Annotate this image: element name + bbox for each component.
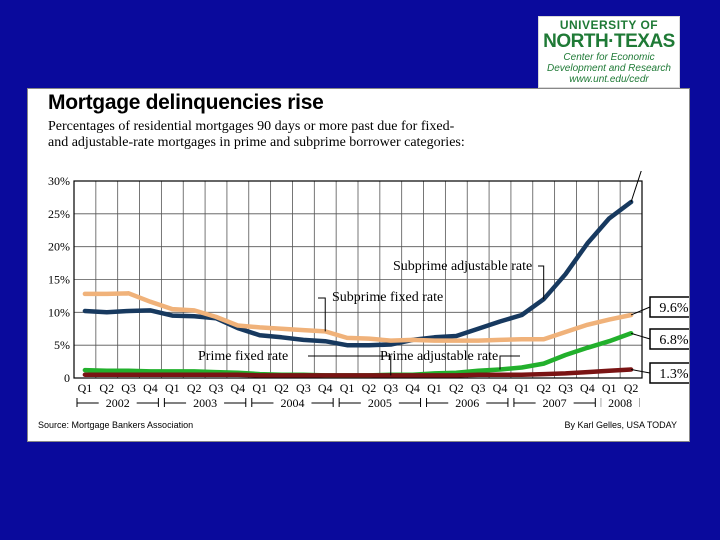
x-tick-label: Q4 xyxy=(405,381,420,395)
series-line-prime-fixed-rate xyxy=(82,367,634,378)
x-tick-label: Q4 xyxy=(318,381,333,395)
series-label-prime-fixed-rate: Prime fixed rate xyxy=(198,349,288,364)
x-tick-label: Q3 xyxy=(471,381,486,395)
end-value-leader xyxy=(630,332,651,340)
x-tick-label: Q2 xyxy=(362,381,377,395)
y-tick-label: 15% xyxy=(48,273,70,287)
series-line-subprime-fixed-rate xyxy=(82,291,634,343)
series-leader-line xyxy=(308,355,392,376)
y-tick-label: 10% xyxy=(48,305,70,319)
year-label: 2002 xyxy=(106,396,130,410)
unt-cedr-logo: UNIVERSITY OF NORTH·TEXAS Center for Eco… xyxy=(538,16,680,88)
x-tick-label: Q2 xyxy=(99,381,114,395)
y-tick-label: 30% xyxy=(48,174,70,188)
x-tick-label: Q1 xyxy=(252,381,267,395)
end-value-box xyxy=(649,296,689,318)
year-label: 2005 xyxy=(368,396,392,410)
logo-center: Center for Economic xyxy=(563,52,655,63)
x-tick-label: Q1 xyxy=(602,381,617,395)
logo-url: www.unt.edu/cedr xyxy=(569,74,649,85)
year-label-bg xyxy=(535,395,574,409)
end-value-label: 1.3% xyxy=(659,367,689,382)
logo-development: Development and Research xyxy=(547,63,671,74)
end-value-label: 6.8% xyxy=(659,333,689,348)
y-tick-label: 20% xyxy=(48,240,70,254)
year-label-bg xyxy=(273,395,312,409)
x-tick-label: Q3 xyxy=(558,381,573,395)
y-tick-label: 5% xyxy=(54,338,70,352)
x-tick-label: Q1 xyxy=(427,381,442,395)
y-tick-label: 25% xyxy=(48,207,70,221)
end-value-label: 9.6% xyxy=(659,301,689,316)
x-tick-label: Q1 xyxy=(515,381,530,395)
source-note: Source: Mortgage Bankers Association xyxy=(38,420,194,430)
x-tick-label: Q2 xyxy=(536,381,551,395)
end-value-leader xyxy=(630,306,651,316)
x-tick-label: Q3 xyxy=(383,381,398,395)
year-label-bg xyxy=(186,395,225,409)
year-label: 2006 xyxy=(455,396,479,410)
series-label-prime-adjustable-rate: Prime adjustable rate xyxy=(380,349,498,364)
x-tick-label: Q4 xyxy=(231,381,246,395)
end-value-leader xyxy=(630,368,651,374)
x-tick-label: Q3 xyxy=(121,381,136,395)
end-value-box xyxy=(649,328,689,350)
x-tick-label: Q2 xyxy=(449,381,464,395)
end-value-box xyxy=(649,362,689,384)
x-tick-label: Q3 xyxy=(296,381,311,395)
logo-university-of: UNIVERSITY OF xyxy=(559,18,659,32)
year-label: 2004 xyxy=(280,396,304,410)
series-line-subprime-adjustable-rate xyxy=(82,199,634,348)
x-tick-label: Q1 xyxy=(340,381,355,395)
year-label-bg xyxy=(601,395,640,409)
chart-title: Mortgage delinquencies rise xyxy=(48,91,324,114)
year-label-bg xyxy=(98,395,137,409)
y-tick-label: 0 xyxy=(64,371,70,385)
series-label-subprime-adjustable-rate: Subprime adjustable rate xyxy=(393,259,532,274)
x-tick-label: Q4 xyxy=(493,381,508,395)
x-tick-label: Q2 xyxy=(274,381,289,395)
year-label: 2007 xyxy=(543,396,567,410)
year-label: 2003 xyxy=(193,396,217,410)
plot-frame xyxy=(73,180,643,379)
year-label-bg xyxy=(448,395,487,409)
line-chart: 30% 25% 20% 15% 10% 5% 0 Q1 Q2 Q3 Q4 Q1 Q2 Q3 Q4 Q1 Q2 Q3… xyxy=(48,171,689,410)
x-tick-label: Q2 xyxy=(187,381,202,395)
chart-subtitle-line1: Percentages of residential mortgages 90 … xyxy=(48,119,455,134)
x-tick-label: Q4 xyxy=(143,381,158,395)
x-tick-label: Q2 xyxy=(624,381,639,395)
x-tick-label: Q4 xyxy=(580,381,595,395)
chart-card: Mortgage delinquencies rise Percentages … xyxy=(27,88,690,442)
end-value-leader xyxy=(630,171,642,203)
series-leader-line xyxy=(318,297,326,332)
x-tick-label: Q3 xyxy=(209,381,224,395)
series-leader-line xyxy=(499,355,520,370)
series-label-subprime-fixed-rate: Subprime fixed rate xyxy=(332,290,443,305)
x-tick-label: Q1 xyxy=(78,381,93,395)
year-label: 2008 xyxy=(608,396,632,410)
series-leader-line xyxy=(538,265,545,300)
x-tick-label: Q1 xyxy=(165,381,180,395)
chart-subtitle-line2: and adjustable-rate mortgages in prime a… xyxy=(48,135,465,150)
credit-note: By Karl Gelles, USA TODAY xyxy=(564,420,677,430)
logo-north-texas: NORTH·TEXAS xyxy=(543,31,675,52)
year-label-bg xyxy=(360,395,399,409)
